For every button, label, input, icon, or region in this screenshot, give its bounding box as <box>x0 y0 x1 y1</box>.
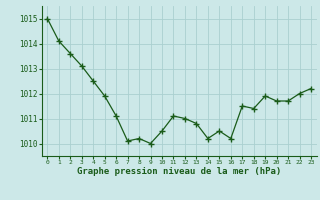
X-axis label: Graphe pression niveau de la mer (hPa): Graphe pression niveau de la mer (hPa) <box>77 167 281 176</box>
